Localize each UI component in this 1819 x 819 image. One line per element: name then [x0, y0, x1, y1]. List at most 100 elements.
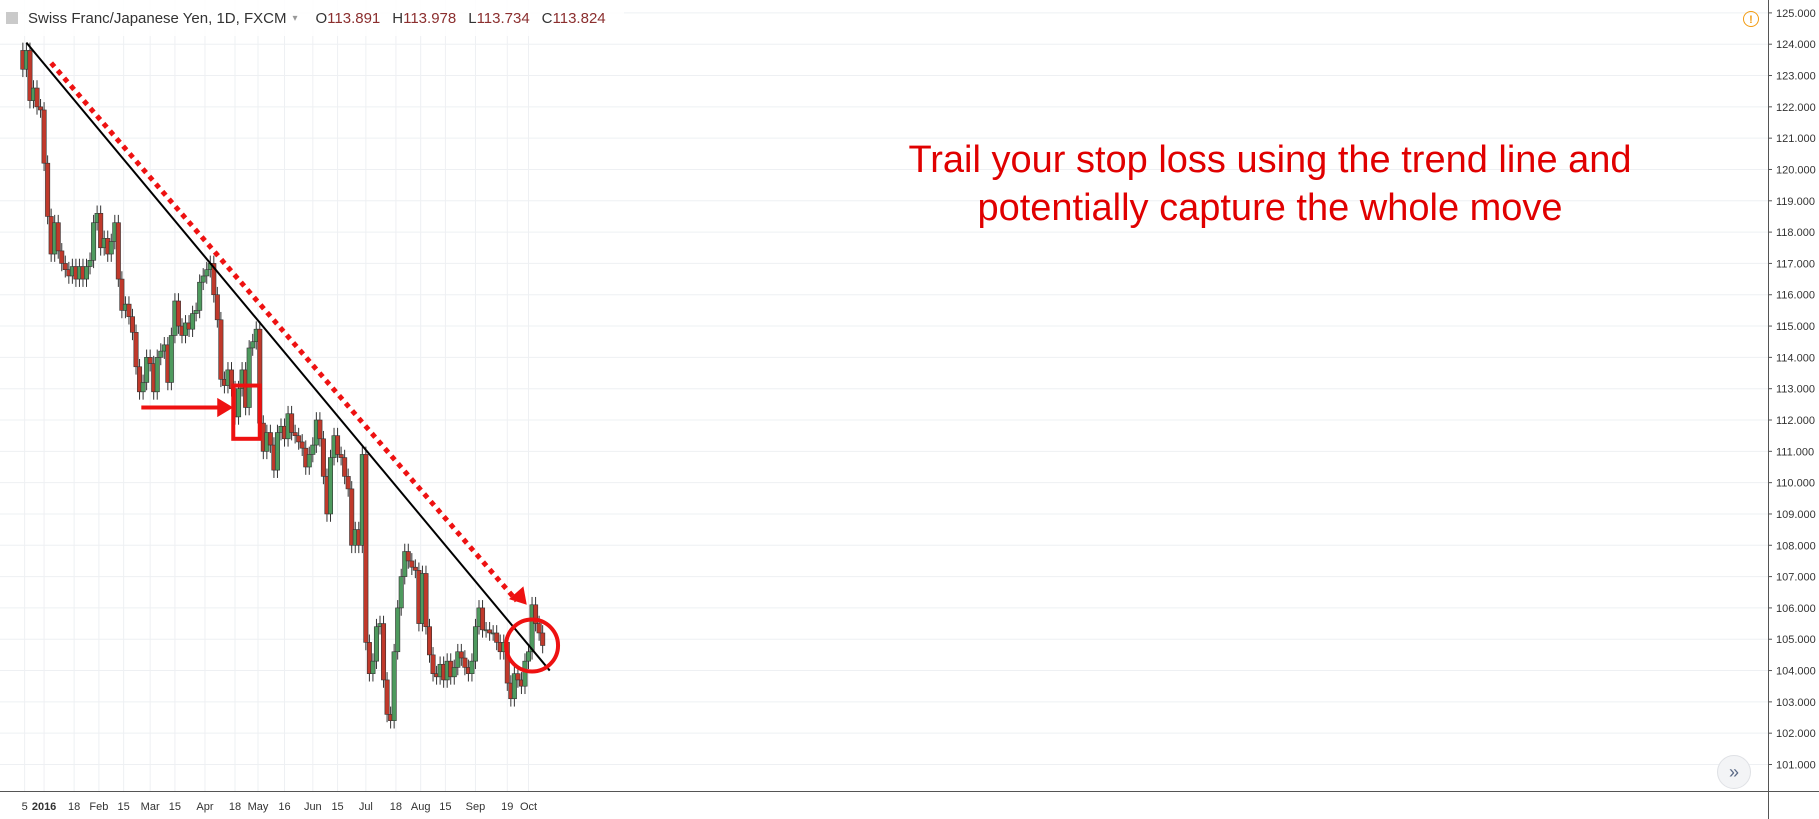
candle: [158, 350, 164, 358]
highlight-circle: [504, 617, 561, 674]
x-tick-label: 18: [229, 801, 241, 813]
candle: [469, 660, 475, 674]
x-tick-label: May: [248, 801, 269, 813]
candle: [129, 316, 135, 333]
candle: [536, 623, 542, 634]
annotation-line-2: potentially capture the whole move: [977, 187, 1563, 229]
x-tick-label: 15: [331, 801, 343, 813]
candle: [462, 657, 468, 668]
x-tick-label: 5: [22, 801, 28, 813]
highlight-box: [231, 383, 262, 441]
candle: [487, 629, 493, 634]
candle: [342, 457, 348, 477]
candle: [154, 357, 160, 393]
candle: [193, 310, 199, 314]
candle: [384, 679, 390, 715]
candle: [363, 454, 369, 643]
candle: [458, 651, 464, 659]
scroll-to-realtime-button[interactable]: »: [1717, 755, 1751, 789]
y-tick-label: 125.000: [1776, 8, 1816, 20]
x-tick-label: Jul: [359, 801, 373, 813]
candle: [250, 341, 256, 349]
x-tick-label: 19: [501, 801, 513, 813]
chart-legend: Swiss Franc/Japanese Yen, 1D, FXCM ▾ O11…: [0, 0, 624, 36]
symbol-title[interactable]: Swiss Franc/Japanese Yen, 1D, FXCM: [28, 9, 287, 27]
candle: [412, 566, 418, 571]
candle: [366, 642, 372, 674]
candle: [370, 660, 376, 674]
candle: [533, 604, 539, 624]
candle: [480, 607, 486, 631]
candle: [398, 576, 404, 609]
candle: [62, 263, 68, 270]
candle: [267, 432, 273, 446]
candle: [423, 573, 429, 628]
y-tick-label: 107.000: [1776, 572, 1816, 584]
horizontal-arrow-head: [217, 397, 234, 418]
y-tick-label: 117.000: [1776, 258, 1815, 270]
annotation-text: Trail your stop loss using the trend lin…: [840, 136, 1700, 232]
dotted-arrow-head: [508, 586, 527, 605]
candle: [317, 419, 323, 440]
candle: [98, 213, 104, 249]
y-tick-label: 114.000: [1776, 352, 1815, 364]
x-tick-label: Oct: [520, 801, 537, 813]
candle: [395, 607, 401, 653]
chevron-down-icon[interactable]: ▾: [292, 12, 298, 24]
x-tick-label: Sep: [466, 801, 486, 813]
candle: [84, 266, 90, 280]
candle: [349, 488, 355, 546]
candle: [200, 275, 206, 283]
y-tick-label: 101.000: [1776, 760, 1816, 772]
ohlc-low: L113.734: [468, 9, 530, 27]
y-tick-label: 112.000: [1776, 415, 1815, 427]
candle: [529, 604, 535, 653]
y-tick-label: 119.000: [1776, 196, 1815, 208]
warning-icon[interactable]: !: [1743, 11, 1759, 27]
y-tick-label: 103.000: [1776, 697, 1816, 709]
candle: [335, 435, 341, 455]
candle: [87, 259, 93, 267]
candle: [197, 281, 203, 311]
candle: [119, 278, 125, 311]
candle: [246, 347, 252, 408]
candle: [522, 660, 528, 687]
candle: [34, 87, 40, 108]
candle: [115, 222, 121, 280]
candle: [140, 382, 146, 393]
candle: [175, 300, 181, 327]
candle: [292, 432, 298, 436]
y-tick-label: 102.000: [1776, 728, 1816, 740]
candle: [391, 651, 397, 721]
x-tick-label: 18: [390, 801, 402, 813]
ohlc-high: H113.978: [392, 9, 457, 27]
candle: [455, 651, 461, 668]
candle: [451, 667, 457, 678]
y-tick-label: 106.000: [1776, 603, 1816, 615]
annotation-line-1: Trail your stop loss using the trend lin…: [908, 139, 1632, 181]
x-tick-label: Aug: [411, 801, 431, 813]
candle: [45, 162, 51, 217]
candle: [427, 626, 433, 656]
candle: [126, 303, 132, 317]
candle: [91, 222, 97, 261]
candle: [409, 560, 415, 568]
candle: [204, 269, 210, 277]
candle: [214, 294, 220, 321]
chevron-double-right-icon: »: [1728, 762, 1739, 782]
candle: [296, 435, 302, 443]
x-tick-label: Apr: [196, 801, 213, 813]
y-tick-label: 123.000: [1776, 71, 1816, 83]
x-tick-label: Feb: [89, 801, 108, 813]
y-tick-label: 120.000: [1776, 164, 1816, 176]
candle: [38, 106, 44, 111]
candle: [511, 673, 517, 700]
ohlc-close: C113.824: [541, 9, 606, 27]
y-tick-label: 108.000: [1776, 540, 1816, 552]
candle: [133, 332, 139, 368]
candle: [144, 357, 150, 383]
symbol-square-icon[interactable]: [6, 12, 18, 24]
candle: [299, 441, 305, 449]
candle: [430, 654, 436, 674]
